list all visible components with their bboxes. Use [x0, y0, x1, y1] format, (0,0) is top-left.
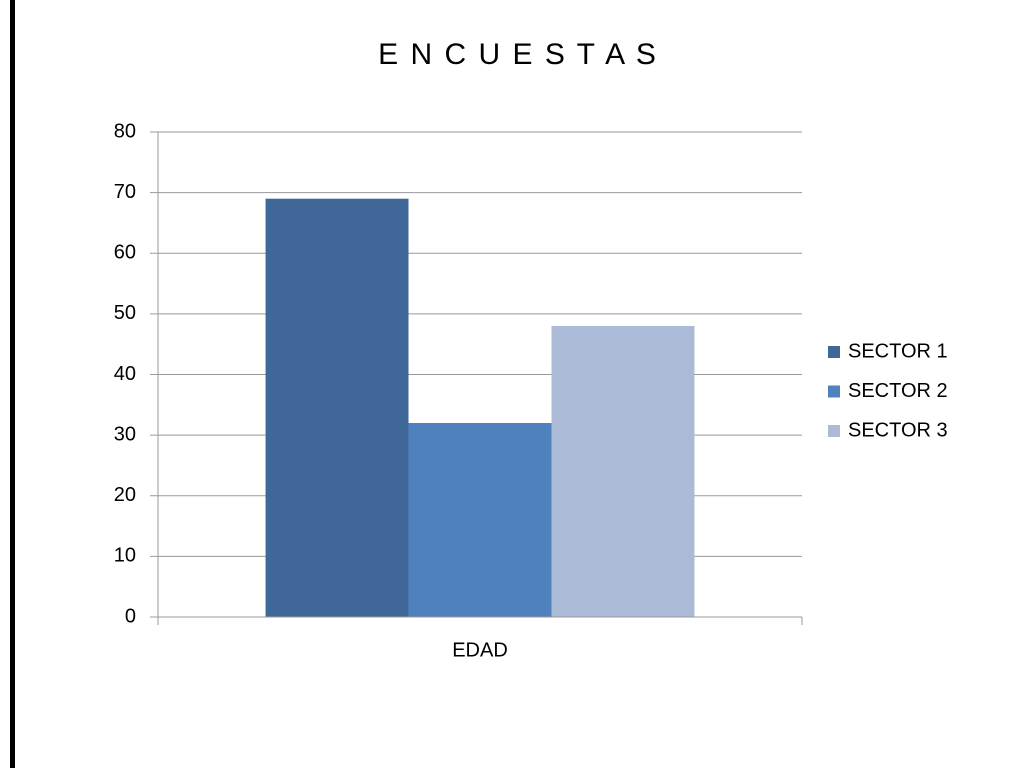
legend-swatch	[828, 385, 840, 398]
legend-swatch	[828, 425, 840, 437]
legend-label: SECTOR 2	[848, 380, 948, 402]
legend-label: SECTOR 1	[848, 340, 948, 362]
chart-title: E N C U E S T A S	[378, 38, 658, 71]
y-tick-label: 80	[114, 120, 136, 142]
y-tick-label: 40	[114, 363, 136, 385]
bar	[265, 198, 409, 617]
y-tick-label: 20	[114, 484, 136, 506]
bar	[551, 326, 695, 617]
y-tick-label: 0	[125, 605, 136, 627]
slide-border	[10, 0, 15, 768]
y-tick-label: 30	[114, 423, 136, 445]
bar	[408, 423, 552, 617]
legend-swatch	[828, 346, 840, 358]
y-tick-label: 10	[114, 545, 136, 567]
y-tick-label: 60	[114, 242, 136, 264]
legend-label: SECTOR 3	[848, 419, 948, 441]
y-tick-label: 70	[114, 181, 136, 203]
y-tick-label: 50	[114, 302, 136, 324]
x-tick-label: EDAD	[452, 639, 508, 661]
